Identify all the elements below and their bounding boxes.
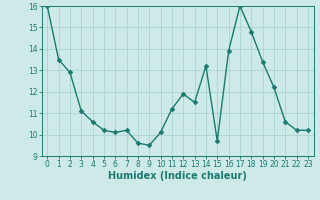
X-axis label: Humidex (Indice chaleur): Humidex (Indice chaleur) [108, 171, 247, 181]
